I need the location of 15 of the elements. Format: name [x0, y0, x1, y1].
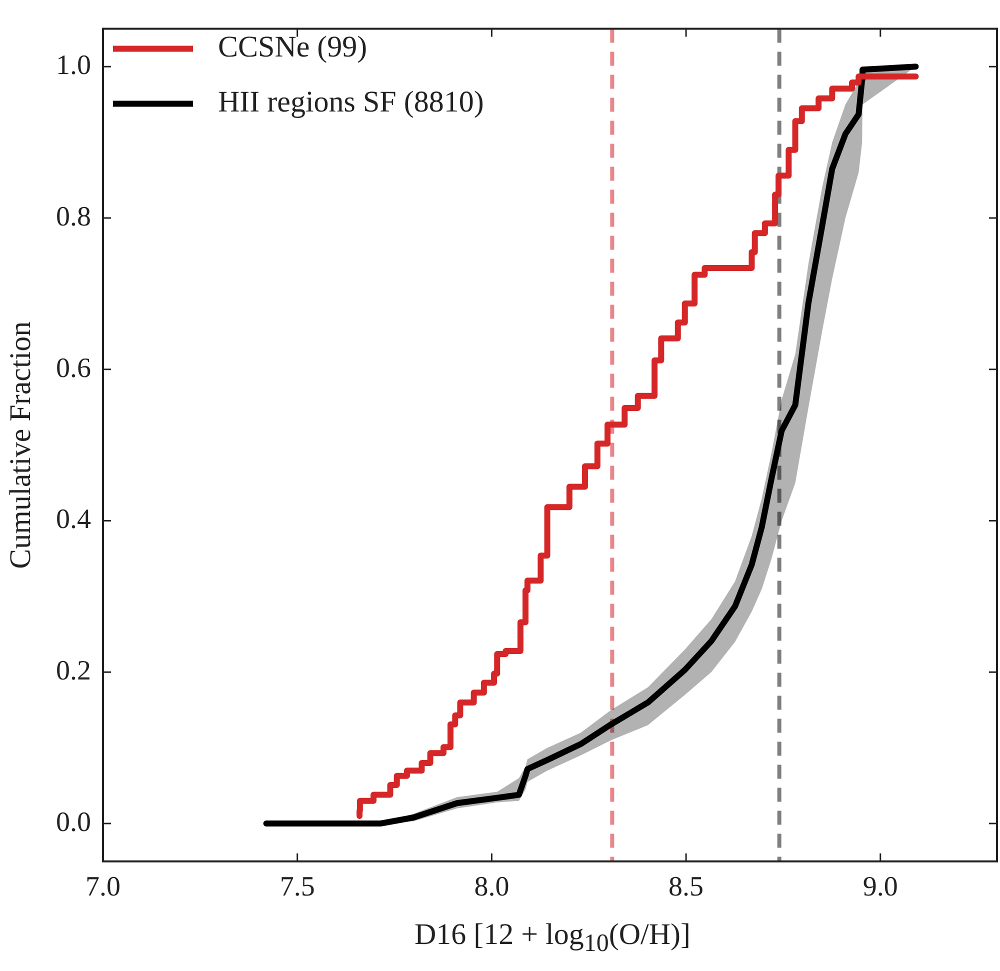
x-tick-label: 8.5	[668, 872, 704, 903]
y-tick-label: 0.6	[56, 352, 91, 384]
x-tick-label: 9.0	[862, 872, 898, 903]
y-tick-label: 1.0	[56, 50, 91, 82]
legend-label: HII regions SF (8810)	[218, 86, 484, 119]
x-axis-title: D16 [12 + log$_{10}$(O/H)]	[413, 918, 692, 958]
x-tick-label: 8.0	[474, 872, 510, 903]
x-tick-label: 7.5	[280, 872, 315, 903]
x-tick-label: 7.0	[86, 872, 120, 903]
y-tick-label: 0.4	[56, 504, 91, 536]
y-tick-label: 0.2	[56, 656, 91, 687]
y-tick-label: 0.8	[56, 201, 91, 232]
legend-label: CCSNe (99)	[218, 30, 368, 64]
y-tick-label: 0.0	[56, 806, 91, 838]
y-axis-title: Cumulative Fraction	[4, 321, 37, 569]
